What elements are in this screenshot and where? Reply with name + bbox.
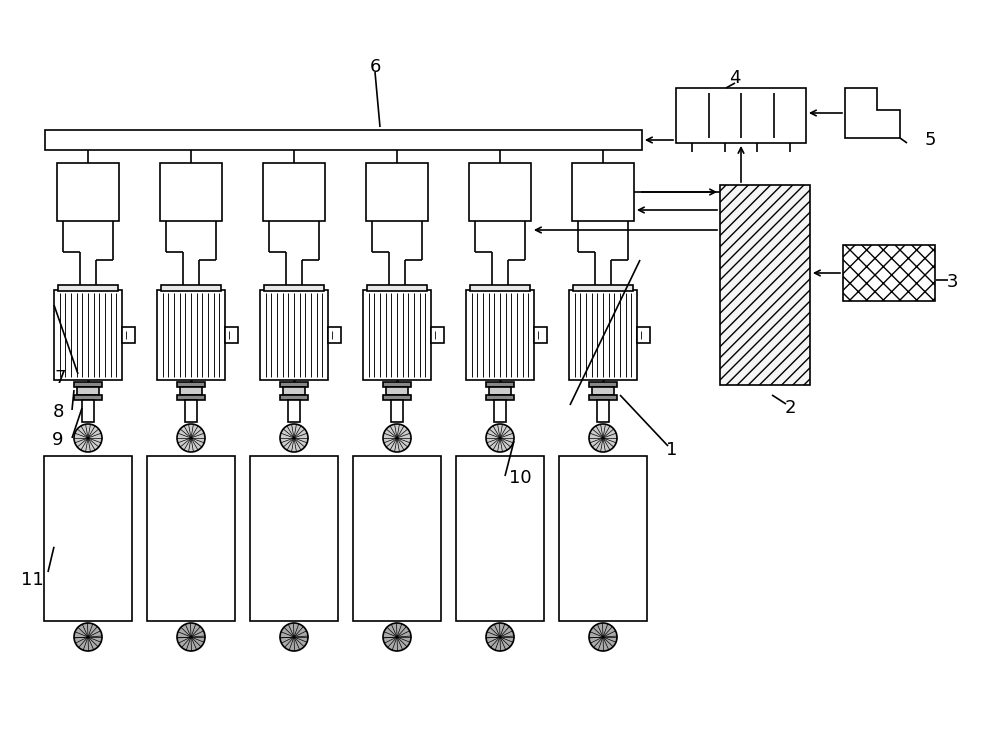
- Bar: [185, 400, 197, 422]
- Text: 2: 2: [784, 399, 796, 417]
- Bar: [283, 387, 305, 395]
- Circle shape: [383, 623, 411, 651]
- Circle shape: [486, 623, 514, 651]
- Bar: [367, 285, 427, 291]
- Circle shape: [589, 623, 617, 651]
- Bar: [225, 327, 238, 343]
- Bar: [843, 245, 935, 301]
- Bar: [157, 290, 225, 380]
- Bar: [559, 456, 647, 621]
- Bar: [383, 382, 411, 387]
- Circle shape: [74, 424, 102, 452]
- Bar: [45, 130, 642, 150]
- Bar: [592, 387, 614, 395]
- Bar: [470, 285, 530, 291]
- Bar: [489, 387, 511, 395]
- Bar: [589, 382, 617, 387]
- Bar: [160, 163, 222, 221]
- Bar: [161, 285, 221, 291]
- Bar: [180, 387, 202, 395]
- Circle shape: [589, 424, 617, 452]
- Bar: [250, 456, 338, 621]
- Bar: [456, 456, 544, 621]
- Circle shape: [74, 623, 102, 651]
- Text: 9: 9: [52, 431, 64, 449]
- Bar: [74, 395, 102, 400]
- Text: 4: 4: [729, 69, 741, 87]
- Bar: [147, 456, 235, 621]
- Text: 6: 6: [369, 58, 381, 76]
- Bar: [280, 395, 308, 400]
- Bar: [264, 285, 324, 291]
- Bar: [122, 327, 135, 343]
- Circle shape: [280, 623, 308, 651]
- Bar: [77, 387, 99, 395]
- Bar: [573, 285, 633, 291]
- Bar: [486, 382, 514, 387]
- Bar: [494, 400, 506, 422]
- Text: 1: 1: [666, 441, 678, 459]
- Bar: [353, 456, 441, 621]
- Circle shape: [280, 424, 308, 452]
- Text: 8: 8: [52, 403, 64, 421]
- Bar: [676, 88, 806, 143]
- Bar: [288, 400, 300, 422]
- Bar: [366, 163, 428, 221]
- Bar: [386, 387, 408, 395]
- Bar: [44, 456, 132, 621]
- Circle shape: [177, 424, 205, 452]
- Bar: [486, 395, 514, 400]
- Bar: [391, 400, 403, 422]
- Circle shape: [177, 623, 205, 651]
- Bar: [569, 290, 637, 380]
- Bar: [177, 382, 205, 387]
- Bar: [177, 395, 205, 400]
- Text: 5: 5: [924, 131, 936, 149]
- Bar: [597, 400, 609, 422]
- Bar: [572, 163, 634, 221]
- Text: 10: 10: [509, 469, 531, 487]
- Bar: [431, 327, 444, 343]
- Bar: [469, 163, 531, 221]
- Bar: [383, 395, 411, 400]
- Circle shape: [383, 424, 411, 452]
- Text: 3: 3: [946, 273, 958, 291]
- Bar: [54, 290, 122, 380]
- Circle shape: [486, 424, 514, 452]
- Bar: [720, 185, 810, 385]
- Bar: [74, 382, 102, 387]
- Bar: [637, 327, 650, 343]
- Bar: [57, 163, 119, 221]
- Text: 11: 11: [21, 571, 43, 589]
- Bar: [82, 400, 94, 422]
- Bar: [534, 327, 547, 343]
- Text: 7: 7: [54, 369, 66, 387]
- Bar: [363, 290, 431, 380]
- Bar: [263, 163, 325, 221]
- Bar: [466, 290, 534, 380]
- Bar: [280, 382, 308, 387]
- Bar: [260, 290, 328, 380]
- Polygon shape: [845, 88, 900, 138]
- Bar: [328, 327, 341, 343]
- Bar: [589, 395, 617, 400]
- Bar: [58, 285, 118, 291]
